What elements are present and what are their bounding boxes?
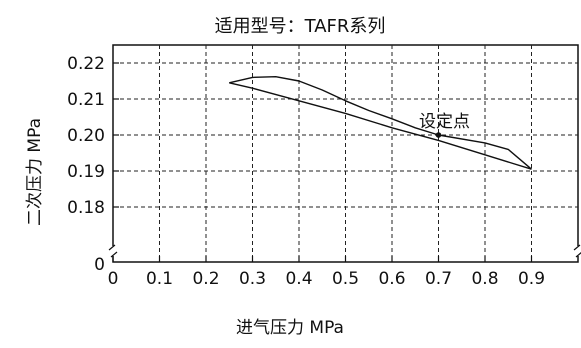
x-tick-label: 0.9 (518, 269, 545, 289)
x-tick-label: 0 (108, 269, 119, 289)
x-tick-label: 0.7 (425, 269, 452, 289)
y-axis-label: 二次压力 MPa (25, 118, 45, 226)
y-tick-label: 0.21 (67, 90, 105, 110)
y-origin-label: 0 (94, 255, 105, 275)
axis-break-gap (575, 246, 581, 256)
set-point-label: 设定点 (419, 112, 470, 132)
x-tick-label: 0.5 (332, 269, 359, 289)
x-tick-label: 0.6 (378, 269, 405, 289)
series-line-2 (229, 83, 531, 169)
x-axis-label: 进气压力 MPa (236, 318, 344, 338)
y-tick-label: 0.20 (67, 126, 105, 146)
y-tick-label: 0.18 (67, 198, 105, 218)
axis-break-gap (110, 246, 116, 256)
x-tick-label: 0.8 (471, 269, 498, 289)
x-tick-label: 0.4 (285, 269, 312, 289)
plot-area: 0 0.1 0.2 0.3 0.4 0.5 0.6 0.7 0.8 0.9 0.18 0.19 0.20… (67, 45, 581, 289)
x-tick-label: 0.3 (239, 269, 266, 289)
x-tick-label: 0.1 (146, 269, 173, 289)
set-point-marker (436, 132, 442, 138)
y-tick-label: 0.19 (67, 162, 105, 182)
y-tick-label: 0.22 (67, 54, 105, 74)
x-tick-label: 0.2 (192, 269, 219, 289)
chart-title: 适用型号：TAFR系列 (215, 16, 386, 37)
